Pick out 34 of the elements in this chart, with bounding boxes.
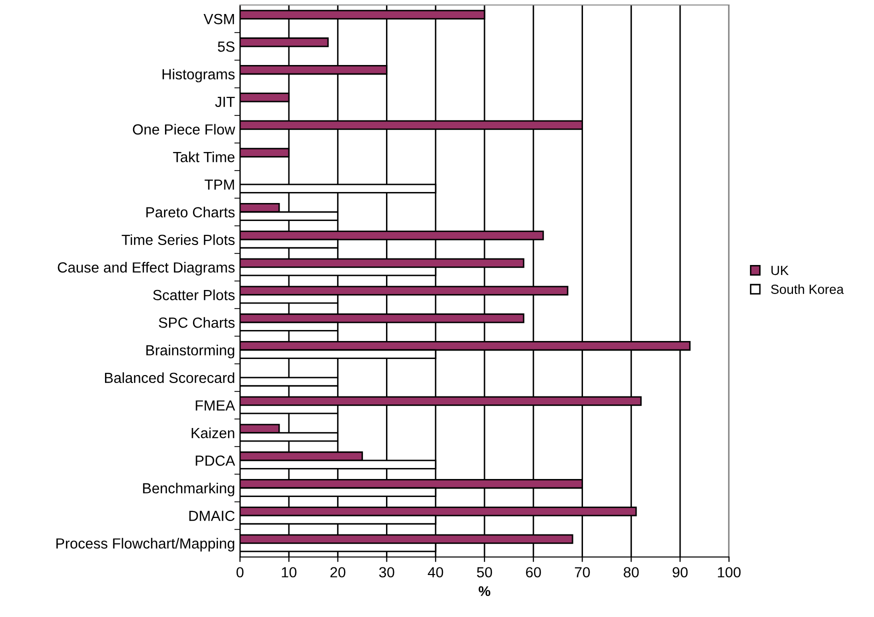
y-tick-label: SPC Charts: [158, 317, 235, 328]
x-tick-label: 90: [672, 567, 688, 578]
x-tick-label: 100: [718, 567, 741, 578]
y-tick-label: 5S: [218, 42, 234, 52]
y-tick-label: Cause and Effect Diagrams: [58, 262, 235, 276]
y-tick-label: Kaizen: [192, 428, 234, 438]
y-tick-label: DMAIC: [189, 510, 235, 522]
x-tick-label: 80: [624, 567, 639, 578]
x-tick-label: 20: [330, 567, 346, 578]
x-tick-label: 70: [574, 567, 590, 578]
y-tick-label: Pareto Charts: [146, 206, 235, 218]
x-tick-label: 10: [282, 567, 296, 578]
x-tick-label: 60: [526, 567, 541, 578]
y-tick-label: PDCA: [196, 456, 236, 466]
y-tick-label: VSM: [204, 14, 234, 24]
y-tick-label: Balanced Scorecard: [105, 372, 234, 384]
y-tick-label: One Piece Flow: [132, 124, 236, 135]
y-tick-label: Benchmarking: [143, 482, 234, 496]
x-tick-label: 30: [379, 567, 394, 578]
legend-label: UK: [771, 266, 789, 276]
y-tick-label: JIT: [215, 96, 235, 108]
y-tick-label: Scatter Plots: [153, 290, 235, 300]
y-tick-label: FMEA: [196, 400, 236, 410]
x-tick-label: 50: [476, 567, 492, 578]
y-tick-label: Process Flowchart/Mapping: [56, 538, 234, 552]
y-tick-label: Histograms: [162, 68, 235, 82]
y-tick-label: TPM: [204, 180, 234, 190]
y-tick-label: Time Series Plots: [122, 234, 235, 246]
y-tick-label: Brainstorming: [146, 344, 234, 358]
x-tick-label: 0: [236, 567, 244, 578]
y-tick-label: Takt Time: [173, 152, 234, 162]
legend-label: South Korea: [771, 284, 844, 294]
x-tick-label: 40: [428, 567, 444, 578]
x-axis-title: %: [478, 586, 490, 596]
